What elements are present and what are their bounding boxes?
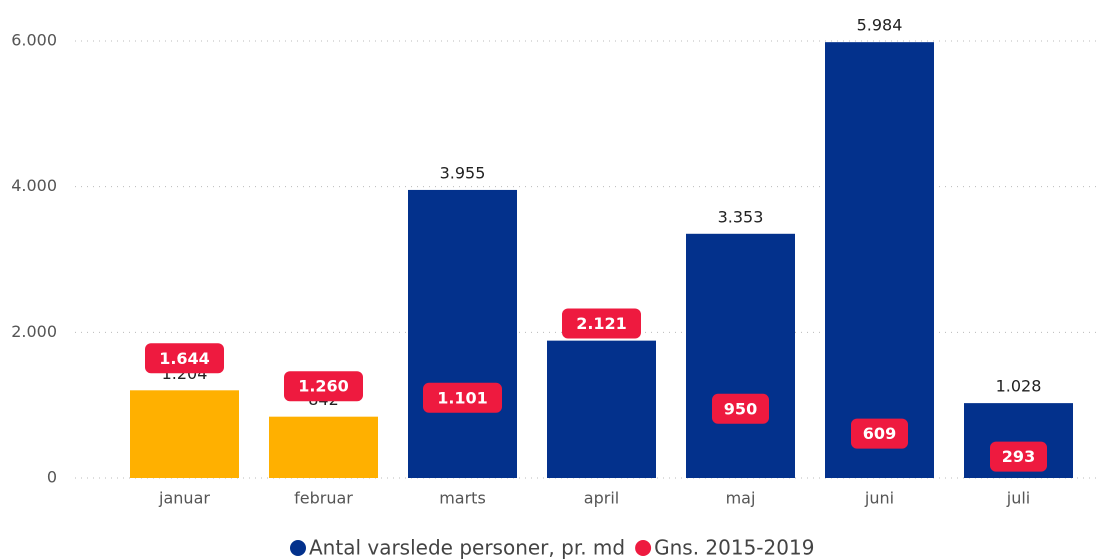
bar — [269, 416, 378, 478]
legend-swatch — [290, 540, 306, 556]
bar-value-label: 3.955 — [440, 163, 486, 182]
average-label: 950 — [724, 399, 757, 418]
y-tick-label: 2.000 — [11, 322, 57, 341]
bar-value-label: 3.353 — [718, 207, 764, 226]
average-label: 2.121 — [576, 314, 627, 333]
bar-value-label: 1.028 — [996, 377, 1042, 396]
bar — [408, 189, 517, 479]
average-label: 609 — [863, 424, 896, 443]
average-label: 1.644 — [159, 349, 210, 368]
legend: Antal varslede personer, pr. md Gns. 2015… — [290, 536, 814, 560]
x-tick-label: februar — [294, 489, 353, 508]
bar — [825, 42, 934, 478]
legend-swatch — [635, 540, 652, 556]
average-label: 293 — [1002, 447, 1035, 466]
x-tick-label: april — [584, 489, 619, 508]
average-marker — [851, 418, 908, 449]
average-label: 1.101 — [437, 388, 488, 407]
x-tick-label: maj — [726, 489, 756, 508]
x-tick-label: juni — [864, 489, 894, 508]
x-tick-label: marts — [439, 489, 486, 508]
average-marker — [423, 382, 502, 413]
average-marker — [990, 441, 1047, 472]
bar — [547, 340, 656, 478]
average-marker — [284, 371, 363, 402]
y-tick-label: 6.000 — [11, 31, 57, 50]
average-marker — [562, 308, 641, 339]
average-marker — [145, 343, 224, 374]
bar-value-label: 5.984 — [857, 16, 903, 35]
average-label: 1.260 — [298, 377, 349, 396]
y-tick-label: 4.000 — [11, 176, 57, 195]
average-marker — [712, 393, 769, 424]
legend-label: Gns. 2015-2019 — [654, 536, 814, 560]
x-tick-label: juli — [1006, 489, 1030, 508]
y-tick-label: 0 — [47, 468, 57, 487]
bar — [130, 390, 239, 478]
bar — [686, 233, 795, 478]
x-tick-label: januar — [158, 489, 210, 508]
legend-label: Antal varslede personer, pr. md — [309, 536, 625, 560]
